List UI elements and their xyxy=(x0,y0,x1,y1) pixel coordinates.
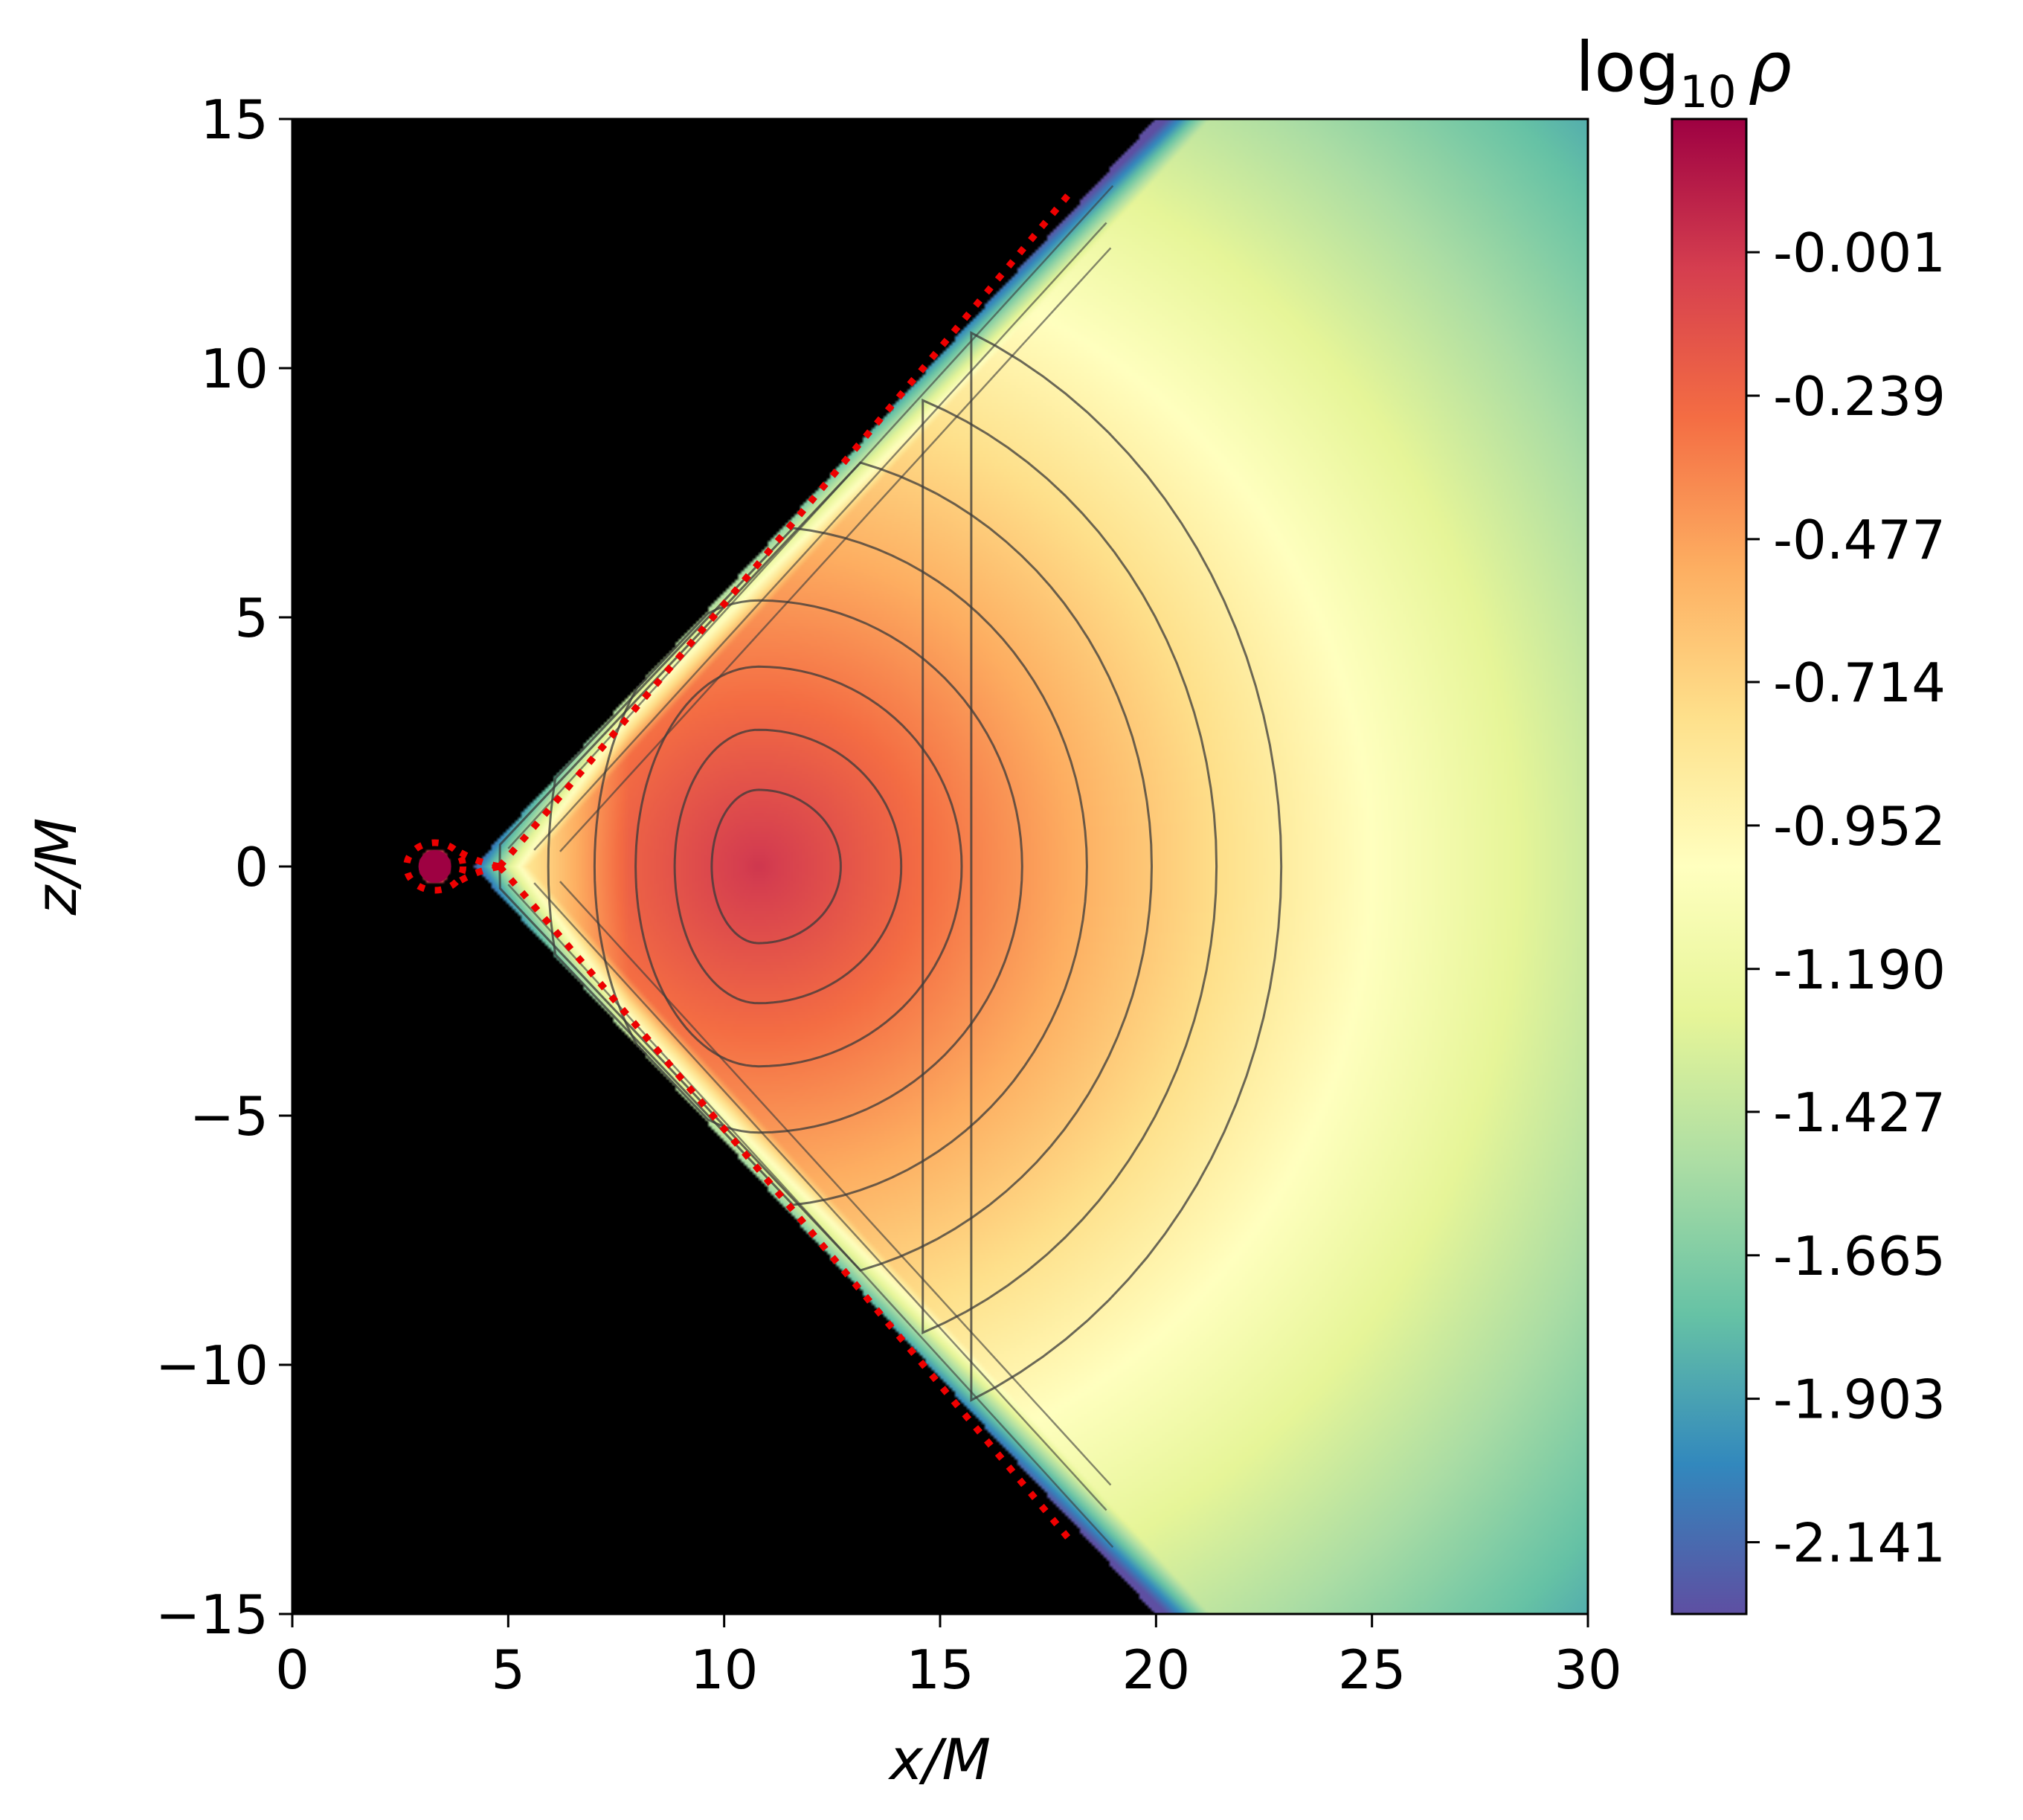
y-axis: 15 10 5 0 −5 −10 −15 xyxy=(155,89,292,1646)
y-tick-label: 0 xyxy=(234,836,268,898)
x-axis-label: x/M xyxy=(888,1726,991,1792)
contour-line xyxy=(507,184,1114,849)
x-tick-label: 15 xyxy=(906,1639,974,1701)
colorbar-tick-label: -0.239 xyxy=(1773,365,1946,428)
y-axis-label: z/M xyxy=(23,817,89,916)
x-tick-label: 10 xyxy=(690,1639,759,1701)
colorbar-title-sub: 10 xyxy=(1679,66,1736,118)
colorbar-tick-label: -2.141 xyxy=(1773,1512,1946,1575)
x-tick-label: 0 xyxy=(275,1639,309,1701)
y-tick-label: −15 xyxy=(155,1583,268,1646)
y-tick-label: −10 xyxy=(155,1334,268,1397)
contour-line xyxy=(533,882,1107,1511)
contour-line xyxy=(673,728,903,1005)
y-tick-label: −5 xyxy=(190,1085,268,1148)
contour-line xyxy=(922,398,1218,1335)
boundary-line xyxy=(459,863,501,884)
contour-line xyxy=(634,665,963,1068)
colorbar-title-log: log xyxy=(1575,28,1679,107)
colorbar-tick-label: -0.952 xyxy=(1773,795,1946,858)
y-tick-label: 10 xyxy=(200,338,268,400)
y-tick-label: 5 xyxy=(234,587,268,649)
contour-line xyxy=(559,247,1112,852)
colorbar-tick-label: -0.714 xyxy=(1773,652,1946,714)
colorbar-tick-label: -1.427 xyxy=(1773,1081,1946,1144)
y-tick-label: 15 xyxy=(200,89,268,151)
colorbar-tick-label: -1.903 xyxy=(1773,1369,1946,1431)
x-axis: 0 5 10 15 20 25 30 xyxy=(275,1614,1622,1701)
x-tick-label: 20 xyxy=(1122,1639,1191,1701)
colorbar-title-rho: ρ xyxy=(1749,28,1792,107)
x-tick-label: 25 xyxy=(1338,1639,1406,1701)
density-field xyxy=(292,119,1588,1614)
colorbar-tick-label: -0.477 xyxy=(1773,509,1946,571)
contour-line xyxy=(970,331,1283,1402)
contour-line xyxy=(593,599,1023,1134)
x-tick-label: 5 xyxy=(491,1639,525,1701)
colorbar-tick-label: -0.001 xyxy=(1773,222,1946,284)
contour-line xyxy=(710,788,842,945)
plot-area xyxy=(291,118,1589,1615)
inner-blob xyxy=(418,850,451,883)
colorbar-title: log10 ρ xyxy=(1575,28,1792,118)
contour-line xyxy=(559,881,1112,1486)
contour-line xyxy=(507,884,1114,1549)
x-tick-label: 30 xyxy=(1554,1639,1622,1701)
colorbar: -0.001 -0.239 -0.477 -0.714 -0.952 -1.190 -1.4… xyxy=(1575,28,1946,1615)
colorbar-tick-label: -1.665 xyxy=(1773,1225,1946,1287)
boundary-dotted-lines xyxy=(403,191,1072,1542)
inner-boundary xyxy=(403,839,467,894)
colorbar-tick-label: -1.190 xyxy=(1773,939,1946,1001)
colorbar-gradient xyxy=(1670,118,1748,1615)
contour-line xyxy=(547,527,1088,1206)
colorbar-ticks: -0.001 -0.239 -0.477 -0.714 -0.952 -1.190 -1.4… xyxy=(1746,222,1946,1575)
contour-line xyxy=(533,222,1107,851)
